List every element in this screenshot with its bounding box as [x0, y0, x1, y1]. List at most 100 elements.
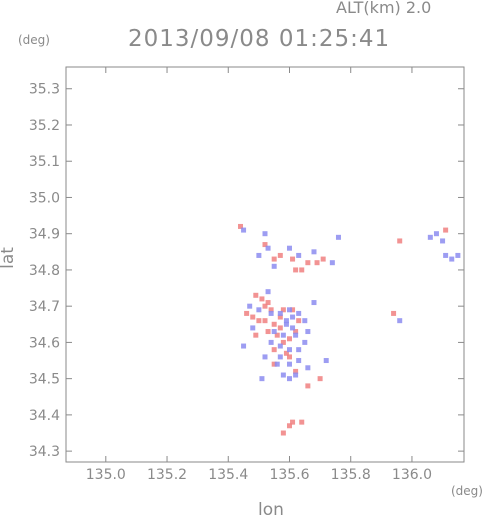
negative-echo-point [247, 303, 253, 309]
y-tick-label: 34.9 [29, 227, 60, 243]
x-tick-label: 135.0 [86, 467, 126, 483]
negative-echo-point [302, 339, 308, 345]
x-axis-label: lon [258, 500, 284, 520]
negative-echo-point [286, 347, 292, 353]
negative-echo-point [277, 310, 283, 316]
positive-echo-point [280, 430, 286, 436]
positive-echo-point [253, 332, 259, 338]
positive-echo-point [253, 292, 259, 298]
negative-echo-point [296, 310, 302, 316]
positive-echo-point [286, 423, 292, 429]
positive-echo-point [262, 303, 268, 309]
positive-echo-point [238, 223, 244, 229]
positive-echo-point [271, 256, 277, 262]
positive-echo-point [283, 350, 289, 356]
y-tick-label: 34.4 [29, 408, 60, 424]
negative-echo-point [293, 372, 299, 378]
negative-echo-point [286, 307, 292, 313]
negative-echo-point [455, 252, 461, 258]
y-unit-label: (deg) [18, 33, 50, 47]
y-tick-label: 35.1 [29, 154, 60, 170]
negative-echo-point [241, 343, 247, 349]
positive-echo-point [305, 383, 311, 389]
positive-echo-point [265, 300, 271, 306]
negative-echo-point [283, 318, 289, 324]
negative-echo-point [274, 361, 280, 367]
positive-echo-point [244, 310, 250, 316]
positive-echo-point [262, 318, 268, 324]
negative-echo-point [427, 234, 433, 240]
negative-echo-point [296, 347, 302, 353]
negative-echo-point [277, 354, 283, 360]
positive-echo-point [286, 336, 292, 342]
positive-echo-point [277, 325, 283, 331]
y-tick-label: 35.0 [29, 190, 60, 206]
negative-echo-point [265, 245, 271, 251]
y-tick-label: 34.5 [29, 372, 60, 388]
negative-echo-point [440, 238, 446, 244]
positive-echo-point [293, 329, 299, 335]
positive-echo-point [280, 339, 286, 345]
positive-echo-point [286, 354, 292, 360]
negative-echo-point [449, 256, 455, 262]
positive-echo-point [268, 307, 274, 313]
positive-echo-point [277, 314, 283, 320]
positive-echo-point [293, 368, 299, 374]
negative-echo-point [286, 376, 292, 382]
x-tick-label: 135.2 [147, 467, 187, 483]
negative-echo-point [250, 325, 256, 331]
negative-echo-point [302, 318, 308, 324]
positive-echo-point [290, 419, 296, 425]
positive-echo-point [265, 329, 271, 335]
positive-echo-point [299, 267, 305, 273]
negative-echo-point [271, 263, 277, 269]
negative-echo-point [397, 318, 403, 324]
x-tick-label: 135.6 [269, 467, 309, 483]
positive-echo-point [293, 267, 299, 273]
negative-echo-point [256, 307, 262, 313]
chart-title: 2013/09/08 01:25:41 [128, 26, 391, 52]
negative-echo-point [286, 245, 292, 251]
positive-echo-point [391, 310, 397, 316]
plot-frame [65, 66, 465, 463]
positive-echo-point [290, 307, 296, 313]
negative-echo-point [262, 231, 268, 237]
negative-echo-point [305, 365, 311, 371]
negative-echo-point [241, 227, 247, 233]
y-tick-label: 34.7 [29, 299, 60, 315]
y-tick-label: 34.8 [29, 263, 60, 279]
positive-echo-point [305, 260, 311, 266]
positive-echo-point [317, 376, 323, 382]
negative-echo-point [268, 310, 274, 316]
negative-echo-point [262, 354, 268, 360]
negative-echo-point [283, 321, 289, 327]
negative-echo-point [259, 376, 265, 382]
negative-echo-point [329, 260, 335, 266]
positive-echo-point [277, 252, 283, 258]
y-tick-label: 35.3 [29, 82, 60, 98]
altitude-label: ALT(km) 2.0 [336, 0, 432, 17]
negative-echo-point [290, 314, 296, 320]
positive-echo-point [290, 256, 296, 262]
negative-echo-point [296, 252, 302, 258]
positive-echo-point [443, 227, 449, 233]
negative-echo-point [280, 372, 286, 378]
positive-echo-point [262, 242, 268, 248]
positive-echo-point [250, 314, 256, 320]
x-tick-label: 135.8 [331, 467, 371, 483]
negative-echo-point [265, 289, 271, 295]
negative-echo-point [433, 231, 439, 237]
negative-echo-point [277, 343, 283, 349]
y-tick-label: 34.3 [29, 444, 60, 460]
positive-echo-point [259, 296, 265, 302]
positive-echo-point [256, 318, 262, 324]
negative-echo-point [290, 325, 296, 331]
positive-echo-point [271, 347, 277, 353]
negative-echo-point [286, 361, 292, 367]
positive-echo-point [320, 256, 326, 262]
negative-echo-point [268, 339, 274, 345]
positive-echo-point [296, 318, 302, 324]
negative-echo-point [271, 329, 277, 335]
negative-echo-point [311, 249, 317, 255]
